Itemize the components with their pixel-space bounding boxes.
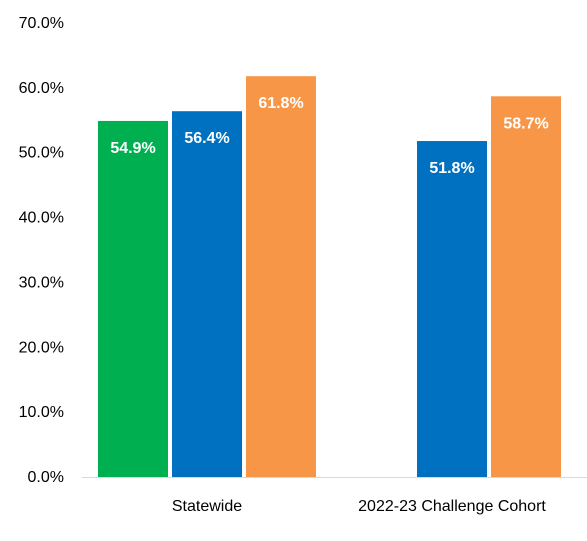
y-tick-label: 50.0% xyxy=(19,145,64,162)
bar xyxy=(172,111,242,477)
y-tick-label: 20.0% xyxy=(19,339,64,356)
data-label: 61.8% xyxy=(258,95,303,112)
data-label: 51.8% xyxy=(429,160,474,177)
y-axis-tick-labels: 0.0% 10.0% 20.0% 30.0% 40.0% 50.0% 60.0% 70.0% xyxy=(19,15,64,486)
bar xyxy=(491,96,561,477)
y-tick-label: 40.0% xyxy=(19,210,64,227)
x-category-label: Statewide xyxy=(172,498,242,515)
bar xyxy=(98,120,168,477)
y-tick-label: 70.0% xyxy=(19,15,64,32)
y-tick-label: 30.0% xyxy=(19,274,64,291)
bar xyxy=(417,141,487,478)
y-tick-label: 60.0% xyxy=(19,80,64,97)
y-tick-label: 0.0% xyxy=(28,469,64,486)
bar xyxy=(246,76,316,477)
data-label: 58.7% xyxy=(503,115,548,132)
data-label: 54.9% xyxy=(110,140,155,157)
data-labels: 54.9% 56.4% 61.8% 51.8% 58.7% xyxy=(110,95,548,177)
data-label: 56.4% xyxy=(184,130,229,147)
y-tick-label: 10.0% xyxy=(19,404,64,421)
category-labels: Statewide 2022-23 Challenge Cohort xyxy=(172,498,547,515)
bars xyxy=(98,76,561,478)
x-category-label: 2022-23 Challenge Cohort xyxy=(358,498,546,515)
